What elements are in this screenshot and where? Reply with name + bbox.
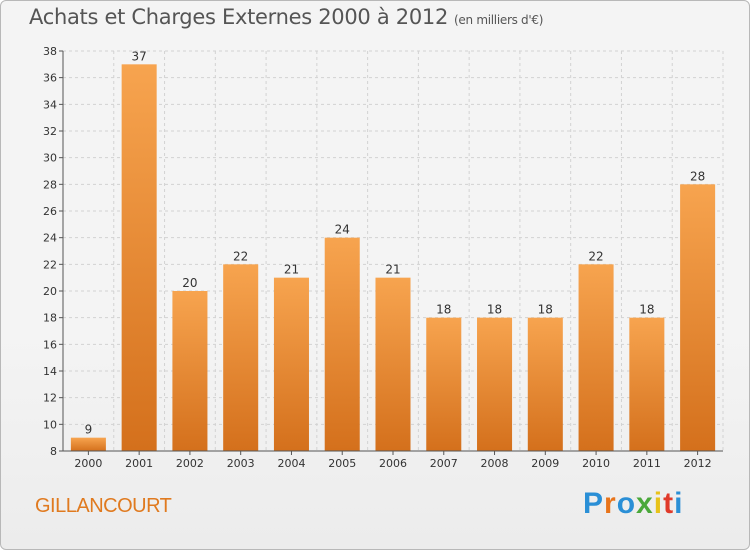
y-tick-label: 32 <box>43 125 57 138</box>
data-label: 18 <box>538 303 553 317</box>
logo-letter: t <box>663 487 675 520</box>
y-tick-label: 20 <box>43 285 57 298</box>
bar-2000 <box>70 437 106 451</box>
x-tick-label: 2010 <box>582 457 610 470</box>
bar-2012 <box>680 184 716 452</box>
x-tick-label: 2006 <box>379 457 407 470</box>
logo-letter: x <box>636 487 654 520</box>
logo-letter: r <box>604 487 617 520</box>
y-tick-label: 22 <box>43 258 57 271</box>
data-label: 9 <box>85 423 93 437</box>
x-tick-label: 2003 <box>227 457 255 470</box>
bar-2003 <box>223 264 259 451</box>
bar-2002 <box>172 291 208 451</box>
bar-2004 <box>273 277 309 451</box>
y-tick-label: 12 <box>43 392 57 405</box>
data-label: 28 <box>690 169 705 183</box>
logo-letter: i <box>674 487 684 520</box>
title-text: Achats et Charges Externes 2000 à 2012 <box>29 5 449 29</box>
subtitle-text: (en milliers d'€) <box>454 13 544 27</box>
logo-letter: o <box>616 487 637 520</box>
x-tick-label: 2004 <box>277 457 305 470</box>
proxiti-logo[interactable]: Proxiti <box>583 487 683 521</box>
data-label: 18 <box>436 303 451 317</box>
logo-letter: i <box>653 487 664 520</box>
bar-2007 <box>426 317 462 451</box>
y-tick-label: 24 <box>43 232 57 245</box>
data-label: 22 <box>233 249 248 263</box>
x-tick-label: 2000 <box>74 457 102 470</box>
bar-2011 <box>629 317 665 451</box>
bar-2001 <box>121 64 157 452</box>
x-tick-label: 2012 <box>684 457 712 470</box>
logo-letter: P <box>583 487 605 520</box>
data-label: 21 <box>385 263 400 277</box>
x-tick-label: 2011 <box>633 457 661 470</box>
x-tick-label: 2002 <box>176 457 204 470</box>
x-tick-label: 2001 <box>125 457 153 470</box>
x-tick-label: 2005 <box>328 457 356 470</box>
bar-2005 <box>324 237 360 451</box>
bar-2010 <box>578 264 614 451</box>
chart-title: Achats et Charges Externes 2000 à 2012 (e… <box>29 5 543 29</box>
bar-2009 <box>527 317 563 451</box>
y-tick-label: 38 <box>43 45 57 58</box>
x-tick-label: 2008 <box>481 457 509 470</box>
y-tick-label: 26 <box>43 205 57 218</box>
y-tick-label: 34 <box>43 98 57 111</box>
data-label: 18 <box>487 303 502 317</box>
data-label: 21 <box>284 263 299 277</box>
data-label: 24 <box>335 223 350 237</box>
data-label: 20 <box>182 276 197 290</box>
bar-2008 <box>477 317 513 451</box>
y-tick-label: 36 <box>43 72 57 85</box>
bar-2006 <box>375 277 411 451</box>
y-tick-label: 14 <box>43 365 57 378</box>
y-tick-label: 18 <box>43 312 57 325</box>
data-label: 37 <box>132 49 147 63</box>
y-tick-label: 16 <box>43 338 57 351</box>
y-tick-label: 8 <box>50 445 57 458</box>
y-tick-label: 30 <box>43 152 57 165</box>
place-name: GILLANCOURT <box>35 495 172 517</box>
y-tick-label: 28 <box>43 178 57 191</box>
data-label: 18 <box>639 303 654 317</box>
y-tick-label: 10 <box>43 418 57 431</box>
x-tick-label: 2009 <box>531 457 559 470</box>
x-tick-label: 2007 <box>430 457 458 470</box>
data-label: 22 <box>588 249 603 263</box>
